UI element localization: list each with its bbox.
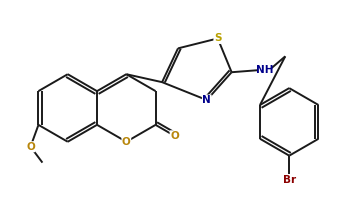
Text: Br: Br (283, 174, 296, 184)
Text: S: S (214, 34, 222, 43)
Text: O: O (170, 131, 179, 141)
Text: NH: NH (256, 65, 273, 75)
Text: O: O (122, 137, 131, 147)
Text: N: N (202, 95, 211, 105)
Text: O: O (26, 142, 35, 152)
